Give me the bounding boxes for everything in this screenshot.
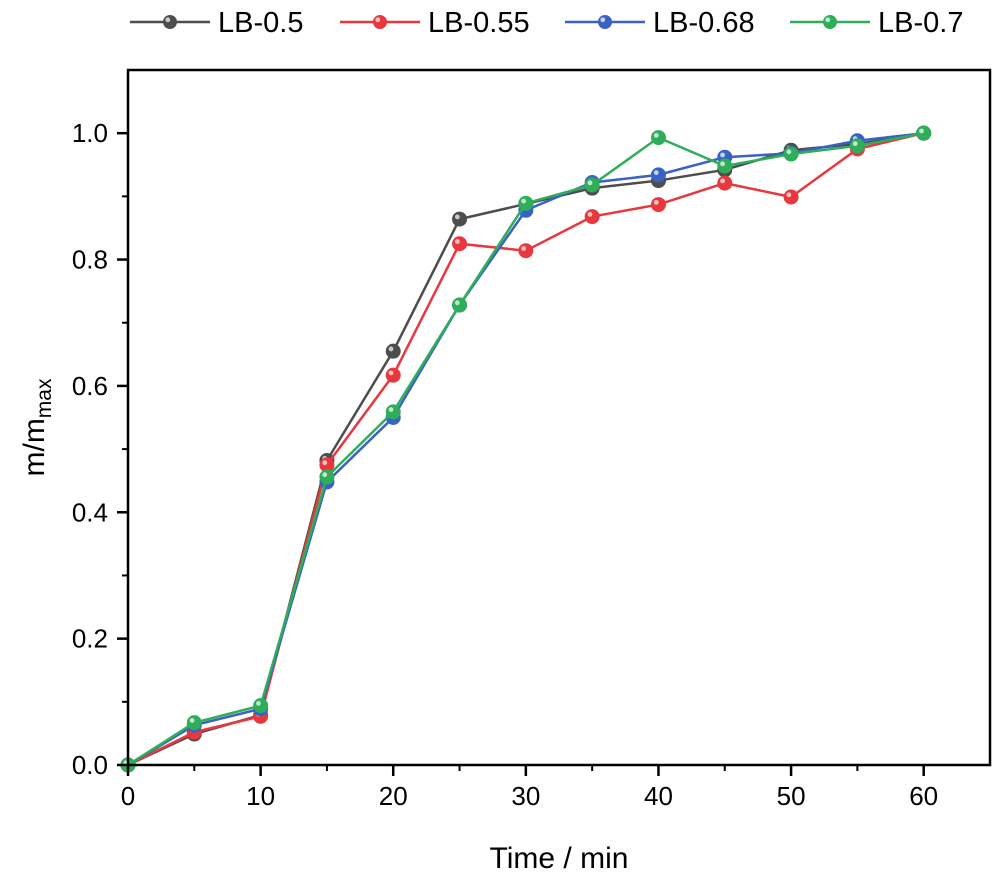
axes-layer: 0 10 20 30 40 50 60 0.0 0.2 0.4 0.6 0.8 1.0 bbox=[72, 118, 938, 811]
x-tick-label: 0 bbox=[121, 781, 135, 811]
data-point bbox=[452, 236, 468, 252]
data-point-highlight bbox=[256, 701, 261, 706]
y-tick-label: 0.2 bbox=[72, 624, 108, 654]
data-point bbox=[385, 367, 401, 383]
data-point-highlight bbox=[388, 370, 394, 376]
data-point bbox=[518, 243, 534, 259]
legend: LB-0.5 LB-0.55 LB-0.68 LB-0.7 bbox=[130, 7, 963, 39]
data-point bbox=[783, 189, 799, 205]
data-point bbox=[650, 130, 666, 146]
data-point bbox=[385, 404, 401, 420]
x-tick-label: 50 bbox=[777, 781, 806, 811]
x-tick-label: 10 bbox=[246, 781, 275, 811]
series-line bbox=[127, 131, 924, 767]
y-axis-title-subscript: max bbox=[33, 378, 56, 418]
data-point bbox=[518, 195, 534, 211]
plot-frame bbox=[126, 68, 992, 767]
legend-item: LB-0.55 bbox=[340, 7, 530, 39]
data-point bbox=[186, 715, 202, 731]
data-point bbox=[717, 175, 733, 191]
data-point bbox=[319, 469, 335, 485]
data-point-highlight bbox=[322, 460, 328, 466]
x-tick-label: 60 bbox=[909, 781, 938, 811]
data-point bbox=[253, 698, 269, 714]
legend-marker bbox=[373, 15, 387, 29]
data-point bbox=[916, 125, 932, 141]
data-point-highlight bbox=[454, 214, 460, 220]
data-point-highlight bbox=[521, 198, 527, 204]
legend-marker-highlight bbox=[600, 17, 606, 23]
legend-marker bbox=[823, 15, 837, 29]
data-point bbox=[584, 177, 600, 193]
data-point-highlight bbox=[587, 180, 593, 186]
series-LB-0.7 bbox=[120, 125, 932, 773]
data-point-highlight bbox=[786, 149, 792, 155]
series-LB-0.68 bbox=[120, 125, 932, 773]
data-point-highlight bbox=[653, 170, 659, 176]
data-point bbox=[650, 167, 666, 183]
data-point-highlight bbox=[388, 346, 394, 352]
y-axis-title: m/mmax bbox=[18, 378, 56, 477]
data-point-highlight bbox=[653, 133, 659, 138]
legend-item: LB-0.5 bbox=[130, 7, 303, 39]
legend-label: LB-0.55 bbox=[428, 7, 530, 39]
legend-label: LB-0.7 bbox=[878, 7, 963, 39]
data-point bbox=[783, 146, 799, 162]
data-point-highlight bbox=[720, 161, 725, 167]
legend-marker-highlight bbox=[375, 17, 381, 23]
data-point bbox=[650, 197, 666, 213]
y-tick-label: 0.0 bbox=[72, 750, 108, 780]
series-layer bbox=[120, 125, 932, 773]
legend-item: LB-0.68 bbox=[565, 7, 755, 39]
data-point bbox=[849, 138, 865, 154]
data-point bbox=[717, 158, 733, 174]
y-tick-label: 0.8 bbox=[72, 245, 108, 275]
x-tick-label: 20 bbox=[379, 781, 408, 811]
data-point-highlight bbox=[521, 246, 527, 251]
data-point-highlight bbox=[720, 178, 725, 184]
data-point bbox=[452, 211, 468, 227]
y-tick-label: 0.4 bbox=[72, 497, 108, 527]
legend-marker bbox=[163, 15, 177, 29]
legend-marker-highlight bbox=[165, 17, 171, 23]
data-point-highlight bbox=[454, 300, 460, 306]
legend-item: LB-0.7 bbox=[790, 7, 963, 39]
data-point-highlight bbox=[587, 211, 593, 217]
data-point bbox=[584, 209, 600, 225]
series-line bbox=[127, 131, 924, 767]
data-point bbox=[385, 343, 401, 359]
data-point-highlight bbox=[189, 718, 195, 723]
data-point-highlight bbox=[454, 239, 460, 244]
data-point-highlight bbox=[720, 152, 725, 158]
data-point-highlight bbox=[653, 199, 659, 205]
series-LB-0.55 bbox=[120, 125, 932, 773]
y-tick-label: 0.6 bbox=[72, 371, 108, 401]
x-tick-label: 30 bbox=[511, 781, 540, 811]
legend-marker bbox=[598, 15, 612, 29]
data-point bbox=[452, 297, 468, 313]
data-point-highlight bbox=[786, 192, 792, 198]
x-axis-title: Time / min bbox=[490, 842, 629, 875]
data-point-highlight bbox=[852, 141, 858, 147]
series-LB-0.5 bbox=[120, 125, 932, 773]
series-line bbox=[127, 131, 924, 767]
data-point-highlight bbox=[919, 128, 924, 134]
legend-label: LB-0.5 bbox=[218, 7, 303, 39]
y-axis-title-main: m/m bbox=[18, 418, 51, 476]
series-line bbox=[127, 131, 924, 767]
data-point-highlight bbox=[322, 472, 328, 478]
y-tick-label: 1.0 bbox=[72, 118, 108, 148]
legend-marker-highlight bbox=[825, 17, 831, 23]
x-tick-label: 40 bbox=[644, 781, 673, 811]
data-point-highlight bbox=[388, 407, 394, 413]
legend-label: LB-0.68 bbox=[653, 7, 755, 39]
